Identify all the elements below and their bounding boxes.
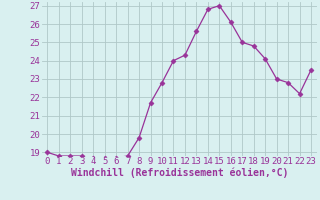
X-axis label: Windchill (Refroidissement éolien,°C): Windchill (Refroidissement éolien,°C): [70, 168, 288, 178]
